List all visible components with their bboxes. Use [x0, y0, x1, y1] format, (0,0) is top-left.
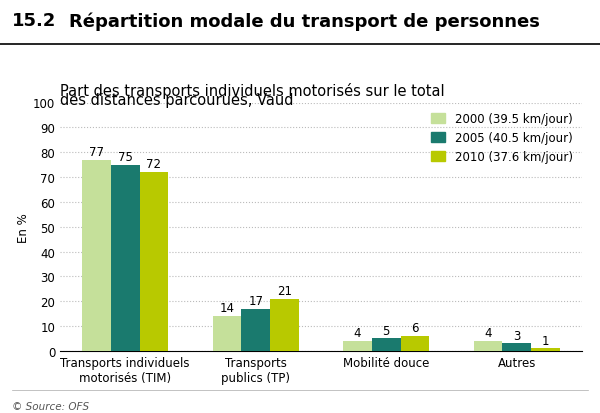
Text: 4: 4: [354, 326, 361, 339]
Bar: [140, 173, 169, 351]
Text: 1: 1: [542, 334, 549, 347]
Text: 72: 72: [146, 158, 161, 171]
Text: 15.2: 15.2: [12, 12, 56, 30]
Text: 77: 77: [89, 145, 104, 159]
Text: 5: 5: [383, 324, 390, 337]
Text: des distances parcourues, Vaud: des distances parcourues, Vaud: [60, 93, 293, 108]
Text: 75: 75: [118, 150, 133, 164]
Bar: [502, 344, 531, 351]
Bar: [111, 165, 140, 351]
Text: 6: 6: [411, 321, 419, 335]
Bar: [82, 160, 111, 351]
Text: Répartition modale du transport de personnes: Répartition modale du transport de perso…: [69, 12, 540, 31]
Text: 21: 21: [277, 284, 292, 297]
Text: 14: 14: [220, 301, 235, 315]
Text: 17: 17: [248, 294, 263, 307]
Bar: [270, 299, 299, 351]
Bar: [401, 336, 430, 351]
Text: 4: 4: [484, 326, 492, 339]
Bar: [531, 349, 560, 351]
Bar: [473, 341, 502, 351]
Bar: [241, 309, 270, 351]
Legend: 2000 (39.5 km/jour), 2005 (40.5 km/jour), 2010 (37.6 km/jour): 2000 (39.5 km/jour), 2005 (40.5 km/jour)…: [427, 109, 576, 167]
Bar: [343, 341, 372, 351]
Bar: [372, 339, 401, 351]
Text: 3: 3: [513, 329, 520, 342]
Bar: [212, 316, 241, 351]
Text: Part des transports individuels motorisés sur le total: Part des transports individuels motorisé…: [60, 82, 445, 98]
Text: © Source: OFS: © Source: OFS: [12, 401, 89, 411]
Y-axis label: En %: En %: [17, 212, 30, 242]
